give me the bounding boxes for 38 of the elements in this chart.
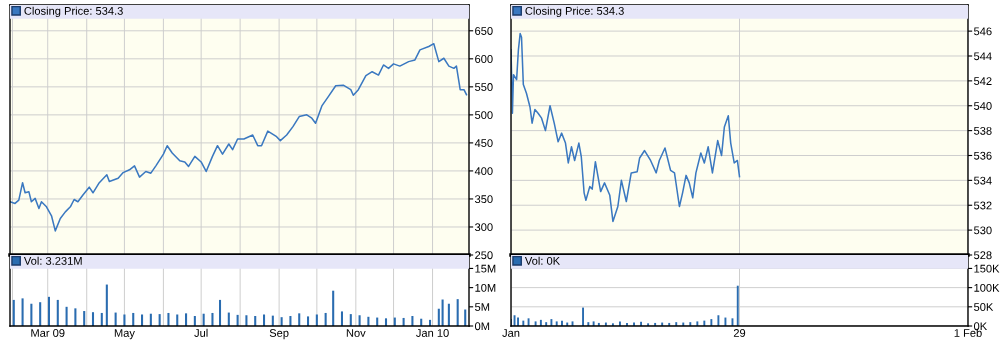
y-tick-label: 100K (974, 283, 1000, 292)
y-tick-label: 500 (475, 111, 493, 119)
y-tick-label: 528 (974, 251, 992, 260)
y-tick-label: 50K (974, 303, 994, 311)
legend-label: Closing Price: 534.3 (525, 6, 624, 18)
y-tick-label: 538 (974, 126, 992, 135)
x-tick-label: Mar 09 (31, 329, 65, 337)
y-tick-label: 400 (474, 167, 493, 176)
legend-label: Vol: 0K (524, 256, 560, 265)
y-tick-label: 450 (474, 139, 493, 148)
x-tick-label: Jul (194, 328, 208, 337)
y-tick-label: 10M (475, 283, 496, 292)
y-tick-label: 540 (974, 102, 992, 110)
y-tick-label: 534 (974, 176, 992, 185)
y-tick-label: 546 (974, 27, 992, 36)
y-tick-label: 544 (974, 52, 992, 61)
y-tick-label: 550 (475, 83, 493, 91)
legend-label: Closing Price: 534.3 (24, 6, 123, 18)
y-tick-label: 650 (475, 27, 493, 35)
x-tick-label: May (114, 329, 135, 340)
y-tick-label: 5M (475, 303, 490, 311)
y-tick-label: 600 (475, 55, 493, 63)
y-tick-label: 150K (974, 264, 1000, 273)
legend-label: Vol: 3.231M (23, 256, 82, 265)
y-tick-label: 300 (474, 223, 493, 232)
x-tick-label: Nov (346, 329, 366, 337)
y-tick-label: 0M (474, 322, 490, 331)
x-tick-label: 29 (733, 329, 746, 337)
y-tick-label: 250 (475, 251, 493, 260)
x-tick-label: Sep (269, 329, 289, 340)
y-tick-label: 350 (474, 195, 493, 204)
y-tick-label: 542 (974, 77, 992, 86)
y-tick-label: 532 (974, 201, 992, 210)
y-tick-label: 15M (475, 264, 496, 273)
x-tick-label: Jan (502, 329, 520, 337)
x-tick-label: Jan 10 (416, 329, 449, 337)
y-tick-label: 536 (974, 151, 992, 160)
y-tick-label: 530 (974, 226, 992, 235)
